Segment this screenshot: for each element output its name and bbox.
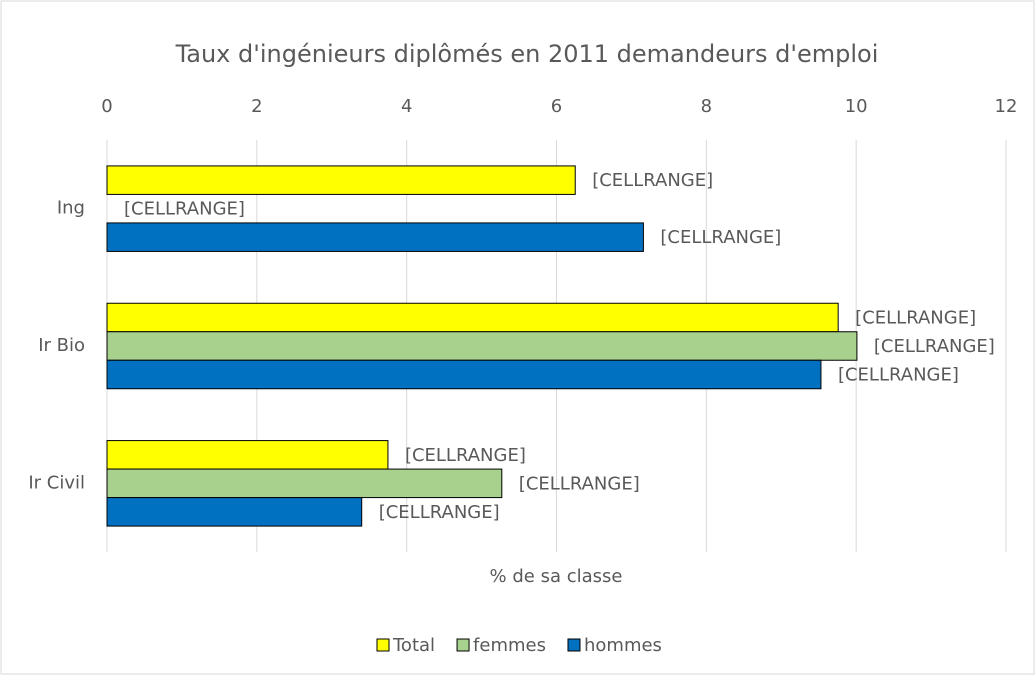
data-label: [CELLRANGE]: [519, 473, 640, 494]
x-tick-label: 2: [251, 96, 262, 117]
chart-title: Taux d'ingénieurs diplômés en 2011 deman…: [175, 40, 879, 68]
legend-label: Total: [392, 635, 435, 656]
legend-label: hommes: [584, 635, 662, 656]
bar: [106, 468, 503, 499]
bar: [106, 359, 822, 390]
data-label: [CELLRANGE]: [405, 445, 526, 466]
data-label: [CELLRANGE]: [660, 227, 781, 248]
legend-swatch: [376, 638, 390, 652]
x-tick-label: 12: [995, 96, 1018, 117]
y-tick-label: Ir Bio: [38, 335, 85, 356]
data-label: [CELLRANGE]: [124, 199, 245, 220]
x-tick-label: 4: [401, 96, 412, 117]
x-tick-label: 6: [551, 96, 562, 117]
bar: [106, 497, 363, 527]
data-label: [CELLRANGE]: [379, 502, 500, 523]
data-label: [CELLRANGE]: [592, 170, 713, 191]
y-tick-label: Ing: [57, 198, 85, 219]
data-label: [CELLRANGE]: [855, 308, 976, 329]
bar: [106, 440, 389, 470]
bar: [106, 302, 839, 333]
x-tick-label: 0: [101, 96, 112, 117]
bar: [106, 165, 576, 195]
data-label: [CELLRANGE]: [838, 365, 959, 386]
x-tick-label: 10: [845, 96, 868, 117]
legend-swatch: [456, 638, 470, 652]
bar: [106, 331, 858, 361]
legend-swatch: [567, 638, 581, 652]
x-axis-label: % de sa classe: [490, 566, 623, 587]
data-label: [CELLRANGE]: [874, 336, 995, 357]
x-tick-label: 8: [701, 96, 712, 117]
y-tick-label: Ir Civil: [28, 472, 85, 493]
bar: [106, 222, 644, 252]
legend-label: femmes: [473, 635, 546, 656]
